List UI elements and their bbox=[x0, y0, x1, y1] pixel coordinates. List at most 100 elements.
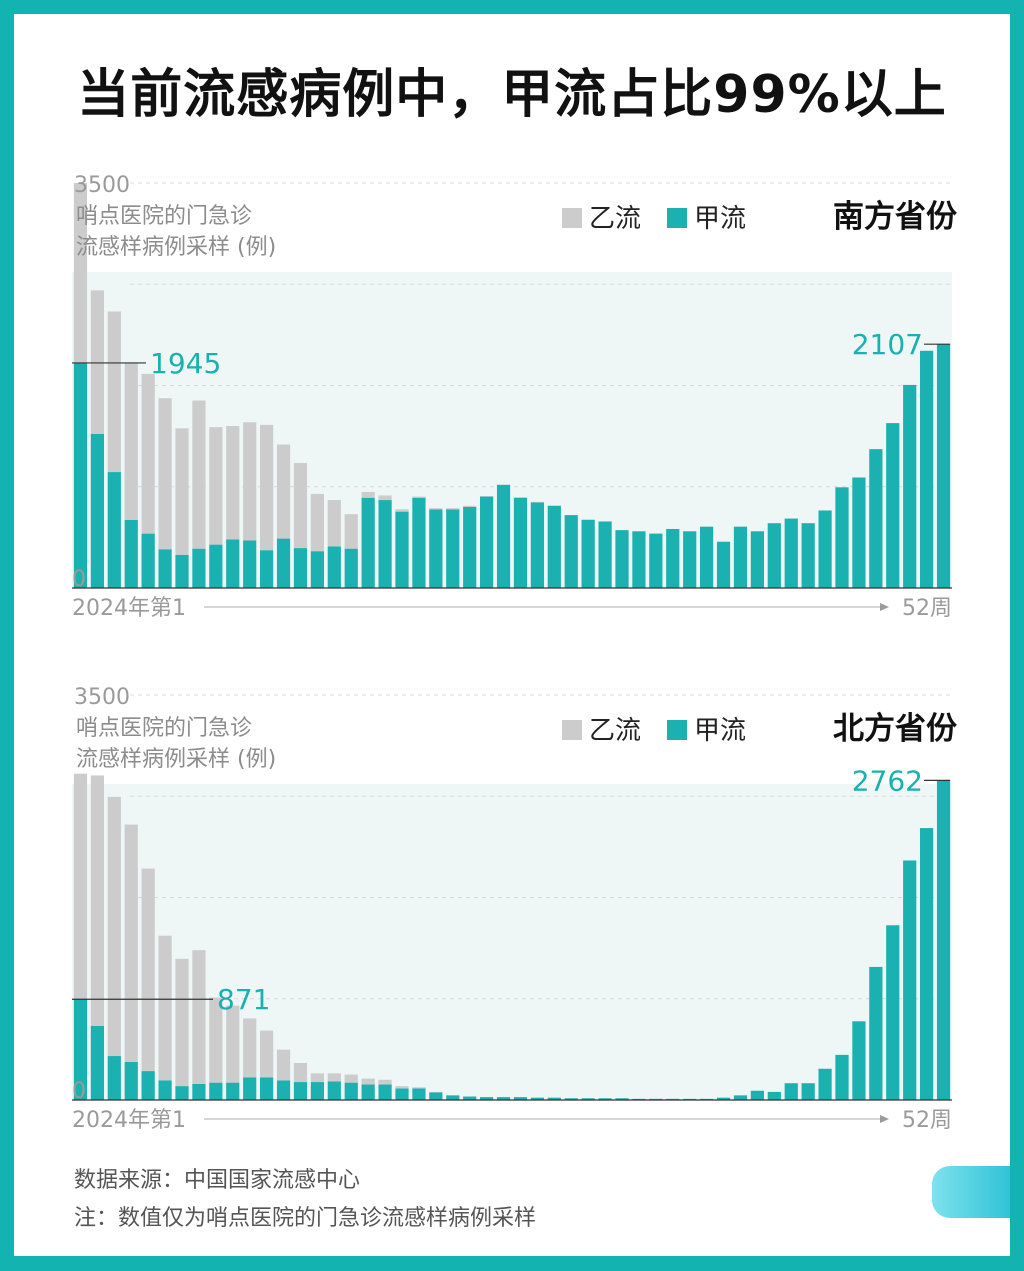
chart1-bar-flu-b bbox=[90, 290, 104, 434]
chart1-bar-flu-b bbox=[158, 398, 172, 550]
chart1-bar-flu-a bbox=[733, 526, 748, 588]
chart2-bar-flu-a bbox=[903, 860, 917, 1100]
chart1-bar-flu-b bbox=[530, 501, 544, 503]
chart2-bar-flu-a bbox=[327, 1081, 341, 1100]
chart2-bar-flu-a bbox=[835, 1054, 849, 1100]
chart1-bar-flu-a bbox=[175, 554, 189, 588]
chart1-bar-flu-a bbox=[564, 515, 578, 588]
chart2-bar-flu-a bbox=[818, 1068, 832, 1100]
chart1-bar-flu-a bbox=[446, 509, 460, 588]
chart1-bar-flu-b bbox=[107, 311, 121, 473]
chart2-bar-flu-a bbox=[293, 1082, 308, 1100]
chart2-bar-flu-a bbox=[801, 1083, 815, 1100]
chart2-ylabel-line2: 流感样病例采样 (例) bbox=[76, 747, 276, 772]
chart1-bar-flu-b bbox=[412, 496, 426, 498]
chart2-bar-flu-b bbox=[378, 1079, 392, 1085]
chart2-bar-flu-a bbox=[226, 1082, 240, 1100]
chart2-bar-flu-b bbox=[429, 1091, 443, 1093]
chart2-bar-flu-a bbox=[192, 1083, 206, 1100]
chart2-bar-flu-b bbox=[361, 1078, 375, 1085]
chart2-bar-flu-a bbox=[429, 1092, 443, 1100]
chart1-bar-flu-a bbox=[141, 533, 155, 588]
chart1-bar-flu-b bbox=[73, 183, 88, 363]
footnote: 注：数值仅为哨点医院的门急诊流感样病例采样 bbox=[74, 1206, 537, 1231]
chart1-bar-flu-b bbox=[209, 427, 223, 545]
chart2-bar-flu-a bbox=[378, 1084, 392, 1100]
chart1-bar-flu-a bbox=[463, 507, 477, 588]
chart2-bar-flu-a bbox=[310, 1082, 324, 1100]
chart2-bar-flu-b bbox=[344, 1074, 358, 1083]
chart1-ytick-top: 3500 bbox=[74, 173, 130, 198]
chart2-bar-flu-a bbox=[547, 1097, 561, 1100]
chart2-bar-flu-b bbox=[141, 868, 155, 1072]
chart1-bar-flu-b bbox=[276, 444, 291, 539]
chart1-bar-flu-a bbox=[818, 510, 832, 588]
chart2-annotation-start: 871 bbox=[217, 983, 270, 1016]
chart2-annotation-end: 2762 bbox=[852, 764, 923, 797]
chart2-bar-flu-b bbox=[192, 950, 206, 1084]
chart2-bar-flu-b bbox=[124, 824, 138, 1062]
chart2-bar-flu-a bbox=[750, 1090, 764, 1100]
chart2-bar-flu-a bbox=[175, 1086, 189, 1100]
chart2-bar-flu-a bbox=[852, 1021, 866, 1100]
chart1-ylabel-line1: 哨点医院的门急诊 bbox=[76, 204, 252, 229]
chart1-bar-flu-b bbox=[463, 505, 477, 507]
chart1-bar-flu-a bbox=[716, 541, 731, 588]
chart1-bar-flu-a bbox=[767, 523, 781, 588]
chart2-bar-flu-a bbox=[90, 1025, 104, 1100]
chart2-bar-flu-a bbox=[276, 1080, 291, 1100]
chart1-bar-flu-a bbox=[429, 509, 443, 588]
chart2-bar-flu-b bbox=[73, 773, 88, 1000]
chart2-x-arrow-head bbox=[880, 1115, 889, 1123]
chart2-bar-flu-b bbox=[293, 1062, 308, 1083]
chart1-bar-flu-a bbox=[852, 477, 866, 588]
chart1-xlabel-end: 52周 bbox=[902, 596, 952, 621]
chart1-bar-flu-a bbox=[158, 549, 172, 588]
chart1-bar-flu-a bbox=[750, 531, 764, 588]
chart2-bar-flu-a bbox=[530, 1097, 544, 1100]
chart2-bar-flu-a bbox=[767, 1091, 781, 1100]
chart2-bar-flu-b bbox=[327, 1073, 341, 1082]
chart-south: 3500 0 哨点医院的门急诊流感样病例采样 (例) 乙流 甲流 南方省份 1945 2107… bbox=[72, 173, 957, 621]
chart1-bar-flu-a bbox=[412, 497, 426, 588]
chart2-bar-flu-a bbox=[496, 1097, 511, 1100]
chart1-bar-flu-a bbox=[378, 500, 392, 588]
chart2-bar-flu-a bbox=[107, 1056, 121, 1100]
chart2-bar-flu-b bbox=[107, 796, 121, 1057]
chart2-bar-flu-b bbox=[226, 1005, 240, 1083]
chart2-bar-flu-a bbox=[73, 999, 88, 1100]
chart2-legend-label-a: 甲流 bbox=[694, 716, 746, 746]
chart2-ylabel-line1: 哨点医院的门急诊 bbox=[76, 716, 252, 741]
chart1-bar-flu-a bbox=[260, 550, 274, 588]
chart2-bar-flu-b bbox=[158, 935, 172, 1081]
chart1-bar-flu-b bbox=[327, 500, 341, 547]
chart2-bar-flu-b bbox=[412, 1087, 426, 1089]
chart2-bar-flu-a bbox=[581, 1098, 595, 1100]
chart2-bar-flu-a bbox=[158, 1080, 172, 1100]
chart1-bar-flu-b bbox=[226, 426, 240, 540]
chart1-bar-flu-a bbox=[598, 521, 612, 588]
chart2-legend-swatch-a bbox=[667, 720, 687, 740]
chart1-bar-flu-b bbox=[547, 505, 561, 506]
chart1-bar-flu-a bbox=[835, 487, 849, 588]
chart2-bar-flu-a bbox=[936, 780, 951, 1100]
chart1-bar-flu-a bbox=[683, 531, 697, 588]
chart2-bar-flu-b bbox=[310, 1073, 324, 1083]
chart1-bar-flu-b bbox=[260, 424, 274, 551]
chart2-region-label: 北方省份 bbox=[833, 711, 957, 747]
chart1-bar-flu-a bbox=[293, 548, 308, 588]
chart1-xlabel-start: 2024年第1 bbox=[72, 596, 186, 621]
chart2-legend-label-b: 乙流 bbox=[589, 716, 641, 746]
chart1-bar-flu-b bbox=[124, 363, 138, 520]
chart2-bar-flu-a bbox=[564, 1098, 578, 1100]
chart2-bar-flu-a bbox=[869, 966, 883, 1100]
chart1-bar-flu-b bbox=[513, 497, 528, 498]
chart2-bar-flu-a bbox=[395, 1088, 409, 1100]
chart1-bar-flu-a bbox=[124, 519, 138, 588]
chart2-bar-flu-b bbox=[90, 775, 104, 1026]
chart1-bar-flu-a bbox=[243, 540, 257, 588]
chart1-bar-flu-a bbox=[73, 362, 88, 588]
chart2-bar-flu-a bbox=[124, 1061, 138, 1100]
chart1-region-label: 南方省份 bbox=[833, 199, 957, 235]
chart2-bar-flu-a bbox=[209, 1082, 223, 1100]
